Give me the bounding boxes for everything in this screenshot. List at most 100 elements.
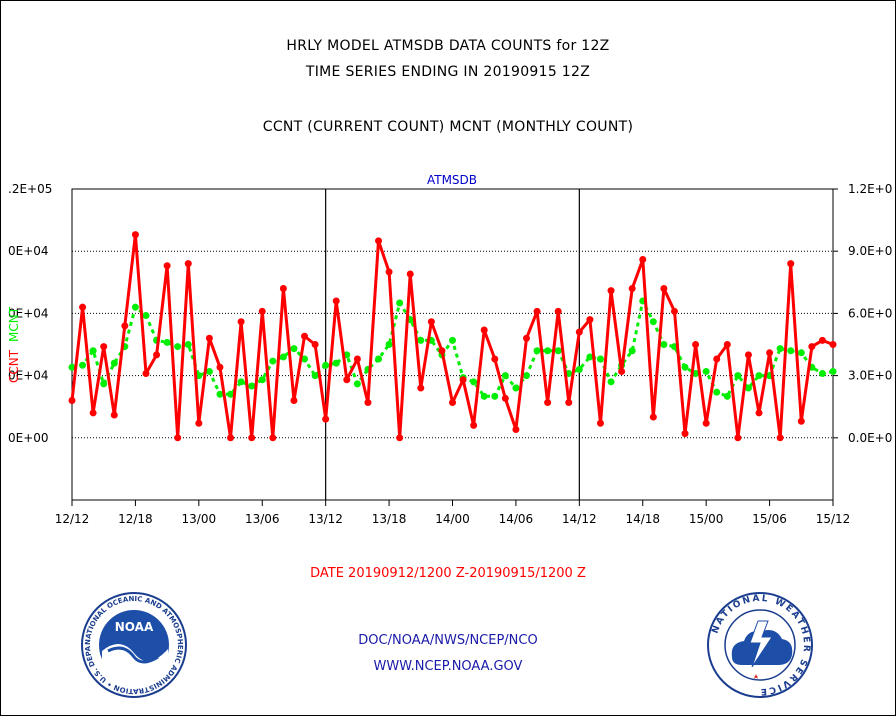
series-mcnt-point <box>818 370 826 378</box>
series-ccnt-point <box>142 370 150 378</box>
series-ccnt-point <box>797 417 805 425</box>
footer-date-range: DATE 20190912/1200 Z-20190915/1200 Z <box>310 566 586 581</box>
series-ccnt-point <box>184 260 192 268</box>
x-tick-label: 14/12 <box>562 512 597 526</box>
series-ccnt-point <box>269 434 277 442</box>
series-ccnt-point <box>808 343 816 351</box>
series-ccnt-point <box>670 307 678 315</box>
series-ccnt-point <box>89 409 97 417</box>
series-mcnt-point <box>470 378 478 386</box>
series-ccnt-point <box>195 419 203 427</box>
right-tick-label: 3.0E+0 <box>848 369 892 383</box>
chart-title-line-3: CCNT (CURRENT COUNT) MCNT (MONTHLY COUNT… <box>262 119 634 135</box>
series-ccnt-point <box>607 287 615 295</box>
series-ccnt-point <box>364 399 372 407</box>
series-ccnt-point <box>702 419 710 427</box>
series-ccnt-point <box>449 399 456 407</box>
series-mcnt-point <box>385 341 393 348</box>
series-mcnt-point <box>628 347 636 355</box>
x-tick-label: 15/00 <box>689 512 724 526</box>
series-ccnt-point <box>227 434 235 442</box>
series-mcnt-point <box>660 341 668 348</box>
series-mcnt-point <box>301 355 309 363</box>
series-ccnt-point <box>343 376 351 384</box>
x-tick-label: 14/18 <box>625 512 660 526</box>
left-axis-ticks: 0E+00 0E+04 0E+04 0E+04 .2E+05 <box>8 182 52 445</box>
series-mcnt-point <box>184 341 192 348</box>
left-tick-label: 0E+04 <box>8 244 49 258</box>
series-ccnt-point <box>628 285 636 293</box>
x-axis-ticks: 12/12 12/18 13/00 13/06 13/12 13/18 14/00 14/06… <box>55 500 851 526</box>
series-mcnt-point <box>491 392 499 400</box>
x-tick-label: 13/18 <box>372 512 407 526</box>
series-ccnt-point <box>766 349 774 357</box>
series-ccnt-point <box>723 341 731 348</box>
series-ccnt-point <box>734 434 742 442</box>
series-ccnt-point <box>279 285 287 293</box>
series-ccnt-point <box>438 347 446 355</box>
series-mcnt-point <box>554 347 562 355</box>
series-ccnt-point <box>596 419 604 427</box>
right-tick-label: 0.0E+0 <box>848 431 892 445</box>
series-mcnt-point <box>332 359 340 367</box>
series-ccnt-point <box>258 307 266 315</box>
left-tick-label: .2E+05 <box>8 182 52 196</box>
series-ccnt-point <box>713 355 721 363</box>
series-mcnt-point <box>353 380 361 388</box>
series-ccnt-point <box>533 307 541 315</box>
series-mcnt-point <box>797 349 805 357</box>
series-mcnt-point <box>702 367 710 375</box>
series-ccnt-point <box>100 343 108 351</box>
series-ccnt-point <box>470 421 478 429</box>
series-ccnt-point <box>301 332 309 340</box>
series-mcnt-point <box>100 380 108 388</box>
series-ccnt-point <box>501 394 509 402</box>
series-ccnt-point <box>618 367 626 375</box>
series-mcnt-point <box>734 372 742 380</box>
series-mcnt-point <box>110 359 118 367</box>
footer-org: DOC/NOAA/NWS/NCEP/NCO <box>358 633 538 648</box>
x-tick-label: 15/12 <box>816 512 851 526</box>
x-tick-label: 12/18 <box>118 512 153 526</box>
series-mcnt-point <box>142 311 150 319</box>
series-mcnt-point <box>258 376 266 384</box>
y-axis-label-mcnt: MCNT <box>7 306 21 342</box>
series-ccnt-point <box>131 231 139 239</box>
series-mcnt-point <box>586 353 594 361</box>
series-mcnt-point <box>322 361 330 369</box>
series-ccnt-point <box>787 260 795 268</box>
series-ccnt-point <box>692 341 700 348</box>
series-ccnt-point <box>205 334 213 342</box>
series-mcnt-point <box>829 367 837 375</box>
right-tick-label: 6.0E+0 <box>848 306 892 320</box>
series-ccnt-point <box>575 328 583 336</box>
series-ccnt-point <box>480 326 488 334</box>
series-ccnt-point <box>174 434 182 442</box>
series-mcnt <box>68 297 837 400</box>
series-mcnt-point <box>269 357 277 365</box>
series-mcnt-point <box>512 384 520 392</box>
series-mcnt-point <box>575 365 583 373</box>
series-ccnt-point <box>459 376 467 384</box>
series-mcnt-point <box>131 303 139 311</box>
series-mcnt-point <box>723 392 731 400</box>
series-mcnt-point <box>501 372 509 380</box>
left-tick-label: 0E+04 <box>8 369 49 383</box>
series-mcnt-point <box>755 372 763 380</box>
right-tick-label: 9.0E+0 <box>848 244 892 258</box>
series-ccnt-point <box>681 430 689 438</box>
nws-logo: NATIONAL WEATHER SERVICE <box>707 592 813 698</box>
series-mcnt-point <box>396 299 404 307</box>
series-mcnt-point <box>744 384 752 392</box>
footer-url[interactable]: WWW.NCEP.NOAA.GOV <box>373 659 523 674</box>
series-ccnt-point <box>353 355 361 363</box>
series-ccnt-point <box>332 297 340 305</box>
series-ccnt-point <box>554 307 562 315</box>
series-ccnt-point <box>322 415 330 423</box>
series-ccnt <box>68 231 837 442</box>
series-mcnt-point <box>290 345 298 353</box>
series-ccnt-point <box>406 270 414 278</box>
x-tick-label: 13/06 <box>245 512 280 526</box>
right-axis-ticks: 0.0E+0 3.0E+0 6.0E+0 9.0E+0 1.2E+0 <box>833 182 892 445</box>
series-ccnt-point <box>744 351 752 359</box>
